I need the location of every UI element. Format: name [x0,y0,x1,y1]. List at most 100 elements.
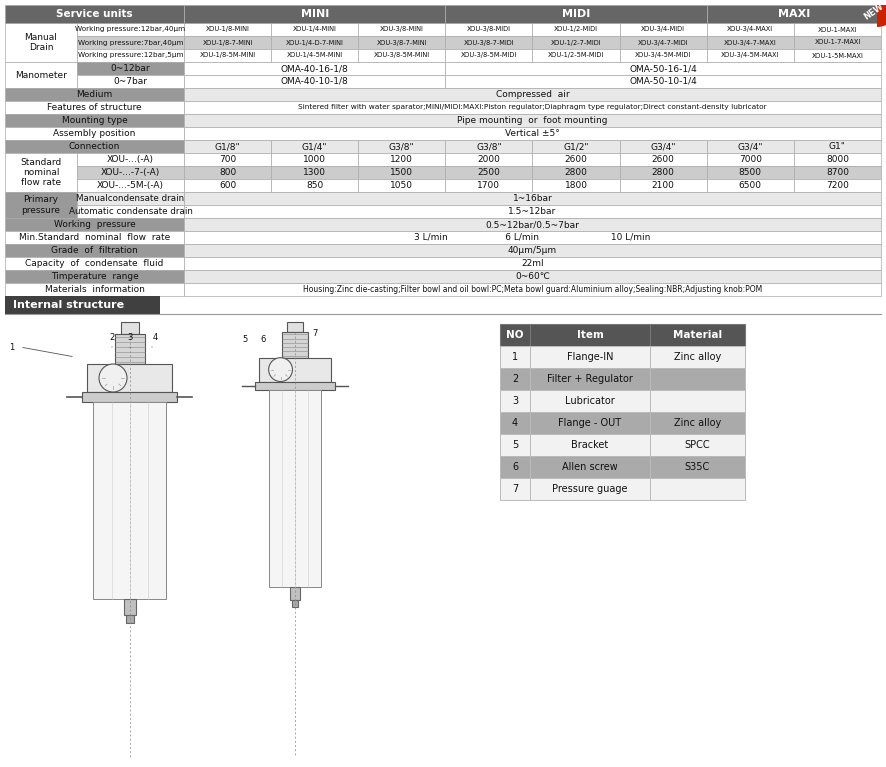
Bar [530,324,650,346]
Text: MINI: MINI [300,9,329,19]
Bar [184,114,881,127]
Bar [184,49,271,62]
Bar [184,127,881,140]
Text: XOU-3/4-5M-MAXI: XOU-3/4-5M-MAXI [721,52,780,58]
Text: Mounting type: Mounting type [62,116,128,125]
Text: OMA-50-16-1/4: OMA-50-16-1/4 [629,64,697,73]
Bar [794,140,881,153]
Text: 1500: 1500 [391,168,413,177]
Text: Standard
nominal
flow rate: Standard nominal flow rate [20,157,62,187]
Bar [650,434,745,456]
Text: G1/4": G1/4" [302,142,328,151]
Text: XOU-...-5M-(-A): XOU-...-5M-(-A) [97,181,164,190]
Text: XOU-3/4-7-MIDI: XOU-3/4-7-MIDI [638,39,688,45]
Bar [532,179,619,192]
Bar [287,322,303,332]
Bar [530,456,650,478]
Text: Working  pressure: Working pressure [54,220,136,229]
Bar [184,166,271,179]
Text: 8000: 8000 [826,155,849,164]
Bar [619,153,707,166]
Bar [794,23,881,36]
Text: 1050: 1050 [391,181,413,190]
Text: XOU-1/2-5M-MIDI: XOU-1/2-5M-MIDI [548,52,604,58]
Bar [530,434,650,456]
Bar [650,456,745,478]
Text: XOU-3/4-7-MAXI: XOU-3/4-7-MAXI [724,39,777,45]
Text: XOU-1/8-7-MINI: XOU-1/8-7-MINI [202,39,253,45]
Bar [707,166,794,179]
Bar [358,49,446,62]
Bar [5,231,184,244]
Text: 1: 1 [10,343,15,351]
Bar [77,75,184,88]
Bar [121,322,139,334]
Text: Compressed  air: Compressed air [495,90,570,99]
Text: 2800: 2800 [564,168,587,177]
Bar [271,23,358,36]
Bar [650,346,745,368]
Text: XOU-3/8-5M-MINI: XOU-3/8-5M-MINI [374,52,430,58]
Bar [82,392,177,402]
Text: 22ml: 22ml [521,259,544,268]
Bar [446,179,532,192]
Bar [707,36,794,49]
Bar [184,205,881,218]
Bar [707,23,794,36]
Text: XOU-...(-A): XOU-...(-A) [107,155,154,164]
Text: XOU-1/4-5M-MINI: XOU-1/4-5M-MINI [287,52,343,58]
Text: 1.5~12bar: 1.5~12bar [509,207,556,216]
Bar [358,153,446,166]
Bar [650,412,745,434]
Text: 4: 4 [512,418,518,428]
Bar [184,270,881,283]
Text: 1800: 1800 [564,181,587,190]
Bar [184,231,881,244]
Bar [707,5,881,23]
Bar [184,140,271,153]
Text: Materials  information: Materials information [44,285,144,294]
Text: 0.5~12bar/0.5~7bar: 0.5~12bar/0.5~7bar [486,220,579,229]
Text: 1: 1 [512,352,518,362]
Text: 2600: 2600 [564,155,587,164]
Text: 5: 5 [243,335,247,344]
Text: XOU-1/8-5M-MINI: XOU-1/8-5M-MINI [199,52,256,58]
Text: Item: Item [577,330,603,340]
Bar [184,153,271,166]
Text: 8500: 8500 [739,168,762,177]
Bar [5,114,184,127]
Bar [500,346,530,368]
Bar [358,140,446,153]
Bar [358,36,446,49]
Bar [446,75,881,88]
Text: XOU-3/4-MAXI: XOU-3/4-MAXI [727,27,773,32]
Text: Min.Standard  nominal  flow  rate: Min.Standard nominal flow rate [19,233,170,242]
Bar [794,36,881,49]
Text: XOU-3/4-5M-MIDI: XOU-3/4-5M-MIDI [635,52,691,58]
Bar [5,192,77,218]
Text: 40μm/5μm: 40μm/5μm [508,246,557,255]
Bar [446,36,532,49]
Text: XOU-3/8-7-MIDI: XOU-3/8-7-MIDI [463,39,514,45]
Bar [126,614,134,623]
Bar [271,179,358,192]
Text: Manualcondensate drain: Manualcondensate drain [76,194,184,203]
Bar [446,5,707,23]
Text: 2: 2 [109,333,114,341]
Bar [5,127,184,140]
Bar [77,179,184,192]
Bar [77,23,184,36]
Bar [5,218,184,231]
Text: 800: 800 [219,168,237,177]
Text: XOU-1-7-MAXI: XOU-1-7-MAXI [814,39,860,45]
Text: Primary
pressure: Primary pressure [21,196,60,215]
Text: 2100: 2100 [652,181,674,190]
Bar [530,368,650,390]
Bar [619,179,707,192]
Text: 0~7bar: 0~7bar [113,77,147,86]
Text: NEW: NEW [862,2,885,22]
Bar [254,381,336,390]
Text: MAXI: MAXI [778,9,810,19]
Text: 2000: 2000 [478,155,501,164]
Text: 4: 4 [152,333,158,341]
